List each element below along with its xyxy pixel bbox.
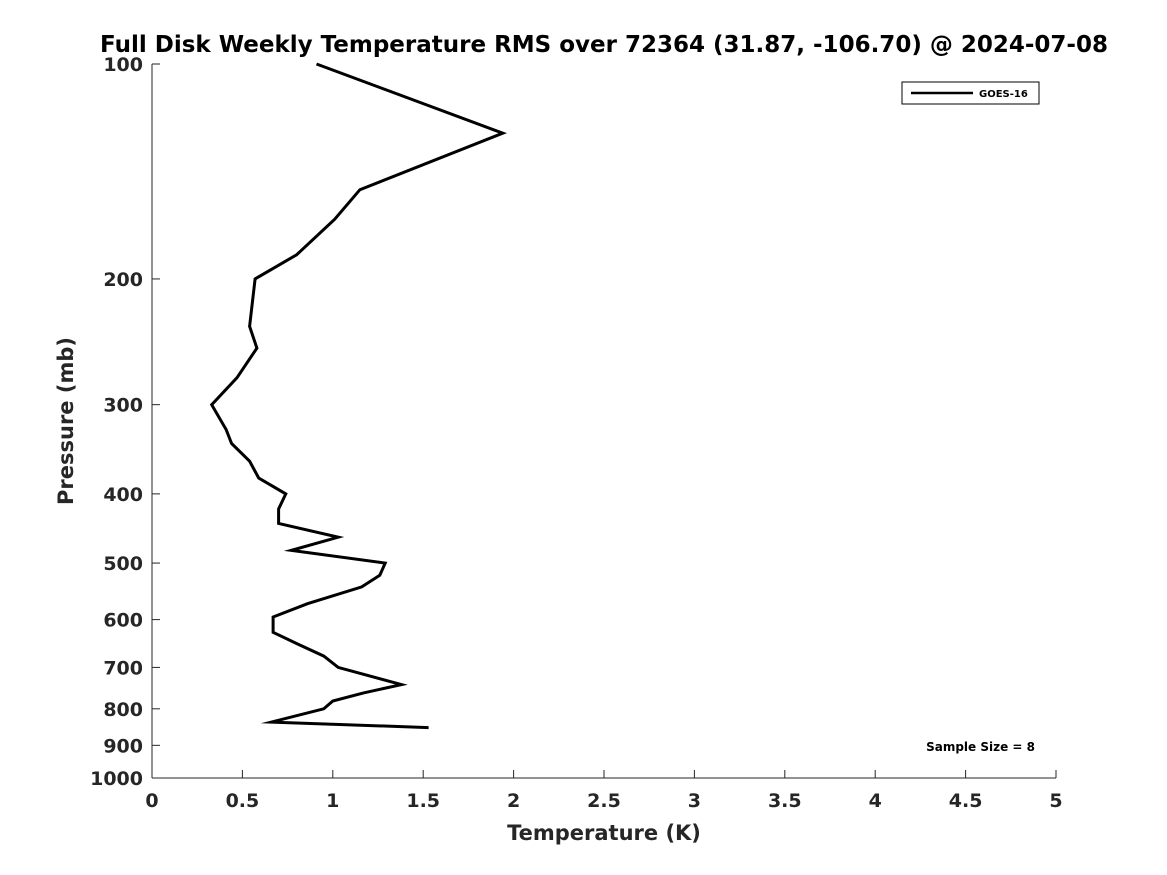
- y-ticks: 100 200 300 400 500 600 700 800 900 1000: [90, 54, 160, 790]
- y-tick-label: 1000: [90, 768, 143, 790]
- x-tick-label: 5: [1049, 790, 1062, 812]
- sample-size-annotation: Sample Size = 8: [926, 740, 1035, 754]
- y-tick-label: 600: [103, 610, 143, 632]
- x-tick-label: 1: [326, 790, 339, 812]
- x-tick-label: 4: [869, 790, 882, 812]
- x-tick-label: 4.5: [949, 790, 983, 812]
- series-layer: [209, 62, 507, 730]
- x-tick-label: 0.5: [226, 790, 260, 812]
- x-tick-label: 3.5: [768, 790, 802, 812]
- y-tick-label: 300: [103, 395, 143, 417]
- y-tick-label: 900: [103, 735, 143, 757]
- series-line-goes-16: [209, 62, 507, 730]
- y-axis-label: Pressure (mb): [54, 337, 78, 505]
- y-tick-label: 500: [103, 553, 143, 575]
- y-tick-label: 200: [103, 269, 143, 291]
- x-tick-label: 0: [145, 790, 158, 812]
- legend-label-goes-16: GOES-16: [979, 89, 1028, 100]
- x-axis-label: Temperature (K): [507, 821, 701, 845]
- x-ticks: 0 0.5 1 1.5 2 2.5 3 3.5 4 4.5 5: [145, 770, 1063, 812]
- y-tick-label: 400: [103, 484, 143, 506]
- y-tick-label: 700: [103, 657, 143, 679]
- chart-title: Full Disk Weekly Temperature RMS over 72…: [100, 32, 1108, 58]
- x-tick-label: 3: [688, 790, 701, 812]
- x-tick-label: 2: [507, 790, 520, 812]
- legend: GOES-16: [901, 81, 1040, 105]
- y-tick-label: 100: [103, 54, 143, 76]
- y-tick-label: 800: [103, 699, 143, 721]
- x-tick-label: 2.5: [587, 790, 621, 812]
- x-tick-label: 1.5: [406, 790, 440, 812]
